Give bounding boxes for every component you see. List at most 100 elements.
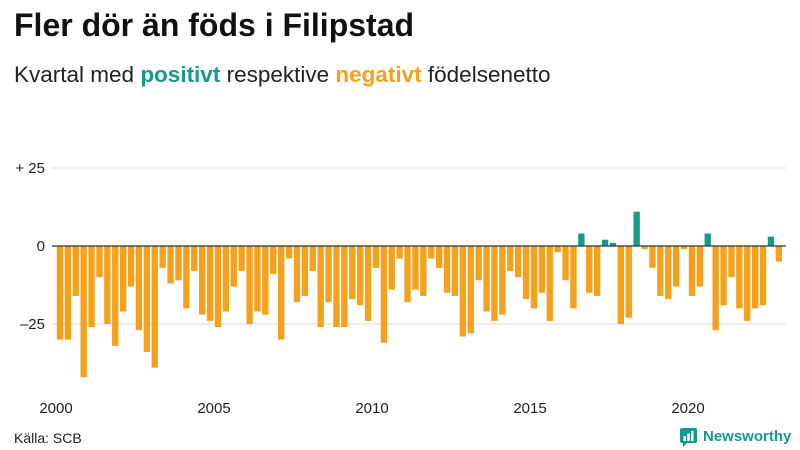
bar	[80, 246, 87, 378]
y-tick-label: + 25	[15, 160, 45, 177]
bar	[293, 246, 301, 303]
x-tick-label: 2005	[197, 400, 230, 417]
bars	[56, 211, 783, 378]
bar	[459, 246, 467, 337]
bar	[649, 246, 656, 268]
bar	[56, 246, 64, 340]
bar	[680, 246, 688, 250]
bar	[167, 246, 174, 284]
bar	[135, 246, 143, 331]
x-tick-label: 2020	[671, 400, 704, 417]
bar	[72, 246, 79, 296]
bar	[309, 246, 316, 271]
bar	[696, 246, 704, 287]
chart-subtitle: Kvartal med positivt respektive negativt…	[14, 61, 551, 89]
bar	[625, 246, 632, 318]
bar	[183, 246, 190, 309]
x-tick-label: 2000	[39, 400, 72, 417]
bar	[562, 246, 569, 281]
bar	[325, 246, 332, 303]
bar	[554, 246, 561, 253]
bar	[230, 246, 237, 287]
bar	[593, 246, 601, 296]
bar	[191, 246, 198, 271]
bar	[578, 233, 585, 246]
bar	[475, 246, 482, 281]
bar	[333, 246, 340, 328]
bar	[712, 246, 719, 331]
bar	[127, 246, 135, 287]
bar	[617, 246, 625, 324]
bar	[222, 246, 230, 312]
logo-text: Newsworthy	[703, 428, 792, 445]
bar	[396, 246, 403, 259]
bar	[119, 246, 127, 312]
bar	[467, 246, 474, 334]
newsworthy-logo-icon	[680, 427, 697, 447]
bar	[499, 246, 506, 315]
bar	[112, 246, 119, 346]
bar	[238, 246, 245, 271]
bar	[767, 236, 775, 246]
bar	[412, 246, 419, 290]
bar	[64, 246, 72, 340]
bar	[175, 246, 182, 281]
bar	[570, 246, 577, 309]
bar	[96, 246, 103, 278]
bar	[214, 246, 222, 328]
bar	[720, 246, 727, 306]
x-tick-label: 2015	[513, 400, 546, 417]
bar	[657, 246, 664, 296]
bar	[285, 246, 293, 259]
bar	[775, 246, 783, 262]
bar	[380, 246, 388, 343]
bar	[206, 246, 214, 321]
bar	[514, 246, 522, 278]
x-axis-labels: 2000 2005 2010 2015 2020	[39, 400, 704, 417]
y-axis-labels: + 25 0 –25	[15, 160, 45, 333]
source-credit: Källa: SCB	[14, 430, 82, 446]
bar	[246, 246, 253, 324]
subtitle-middle: respektive	[220, 62, 336, 87]
bar	[301, 246, 309, 296]
bar	[143, 246, 151, 353]
y-tick-label: 0	[37, 238, 45, 255]
bar	[491, 246, 498, 321]
bar	[262, 246, 269, 315]
chart-title: Fler dör än föds i Filipstad	[14, 7, 415, 43]
x-tick-label: 2010	[355, 400, 388, 417]
bar	[104, 246, 111, 324]
bar	[428, 246, 435, 259]
bar	[388, 246, 395, 290]
bar	[704, 233, 711, 246]
subtitle-negative-label: negativt	[335, 62, 422, 87]
bar	[728, 246, 735, 278]
bar	[688, 246, 696, 296]
subtitle-suffix: födelsenetto	[421, 62, 551, 87]
bar	[759, 246, 767, 306]
bar	[277, 246, 285, 340]
bar	[665, 246, 672, 300]
bar	[364, 246, 372, 321]
bar	[404, 246, 411, 303]
bar	[88, 246, 95, 328]
gridlines	[52, 167, 786, 325]
bar	[530, 246, 538, 309]
subtitle-positive-label: positivt	[140, 62, 221, 87]
bar	[451, 246, 459, 296]
bar	[270, 246, 277, 275]
bar	[356, 246, 364, 306]
bar	[159, 246, 166, 268]
bar	[641, 246, 648, 250]
bar	[538, 246, 546, 293]
bar	[483, 246, 490, 312]
bar	[601, 239, 609, 246]
bar	[151, 246, 158, 368]
subtitle-prefix: Kvartal med	[14, 62, 141, 87]
bar	[317, 246, 324, 328]
bar	[372, 246, 380, 268]
bar	[672, 246, 680, 287]
bar	[198, 246, 206, 315]
bar	[435, 246, 443, 268]
